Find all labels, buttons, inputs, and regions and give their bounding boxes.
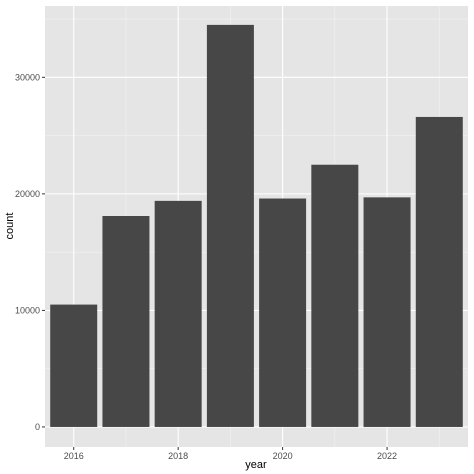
x-tick-label: 2020 bbox=[273, 451, 293, 461]
bar-2019 bbox=[206, 24, 254, 427]
bar-2022 bbox=[363, 197, 411, 427]
bar-2020 bbox=[259, 198, 307, 427]
x-tick-label: 2016 bbox=[64, 451, 84, 461]
x-axis: 2016 2018 2020 2022 bbox=[64, 447, 397, 461]
bar-2016 bbox=[50, 304, 98, 427]
y-axis-title: count bbox=[4, 213, 16, 240]
bar-2023 bbox=[415, 116, 463, 427]
bar-2021 bbox=[311, 164, 359, 427]
x-tick-label: 2022 bbox=[377, 451, 397, 461]
y-tick-label: 20000 bbox=[15, 189, 40, 199]
y-tick-label: 0 bbox=[35, 422, 40, 432]
bar-2017 bbox=[102, 216, 150, 427]
x-tick-label: 2018 bbox=[168, 451, 188, 461]
bars bbox=[50, 24, 463, 427]
y-tick-label: 30000 bbox=[15, 72, 40, 82]
y-tick-label: 10000 bbox=[15, 305, 40, 315]
x-axis-title: year bbox=[245, 459, 267, 471]
y-axis: 0 10000 20000 30000 bbox=[15, 72, 45, 432]
bar-2018 bbox=[154, 200, 202, 427]
